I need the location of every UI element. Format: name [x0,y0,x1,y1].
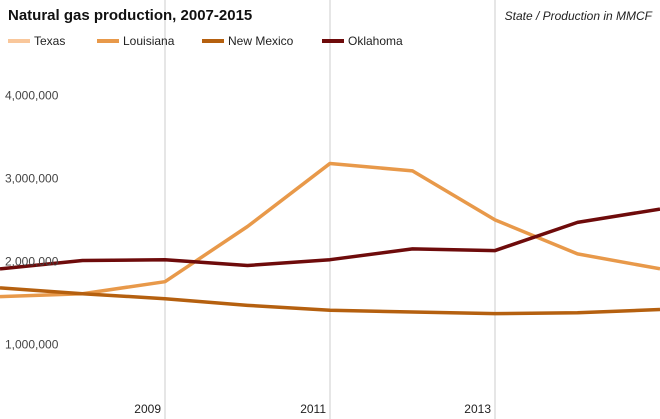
legend-label: New Mexico [228,34,294,48]
chart-subtitle: State / Production in MMCF [505,9,653,23]
legend-label: Oklahoma [348,34,403,48]
x-tick-label: 2009 [134,402,161,416]
y-tick-label: 3,000,000 [5,172,59,186]
x-tick-label: 2013 [464,402,491,416]
series-line [0,161,660,299]
x-tick-label: 2011 [300,402,326,416]
y-tick-label: 1,000,000 [5,338,59,352]
legend-label: Louisiana [123,34,175,48]
grid [164,0,496,419]
chart-title: Natural gas production, 2007-2015 [8,7,252,24]
series-line [0,207,660,271]
series-line [0,286,660,316]
y-tick-label: 4,000,000 [5,89,59,103]
plot-area [0,161,660,316]
legend-label: Texas [34,34,65,48]
y-tick-label: 2,000,000 [5,255,59,269]
labels: Natural gas production, 2007-2015 State … [5,7,653,416]
